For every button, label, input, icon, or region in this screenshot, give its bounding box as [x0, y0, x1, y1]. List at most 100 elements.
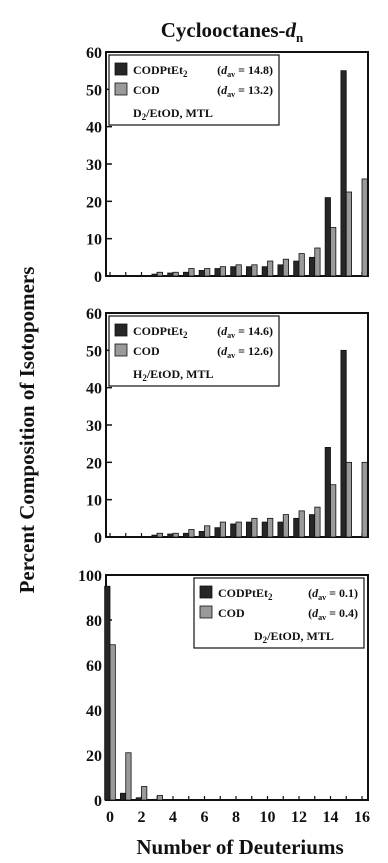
legend-swatch	[114, 62, 128, 76]
y-tick-label: 10	[86, 232, 102, 249]
bar-cod	[330, 227, 337, 277]
bar-codptet2	[167, 272, 174, 277]
bar-cod	[330, 484, 337, 538]
bar-codptet2	[277, 521, 284, 538]
bar-cod	[204, 525, 211, 538]
legend-swatch	[114, 323, 128, 337]
x-tick-label: 12	[291, 809, 307, 826]
bar-codptet2	[293, 517, 300, 538]
y-tick-label: 30	[86, 157, 102, 174]
x-tick-label: 16	[354, 809, 370, 826]
bar-cod	[345, 191, 353, 277]
legend-value: (dav = 14.8)	[217, 63, 273, 79]
bar-cod	[298, 510, 305, 538]
bar-codptet2	[214, 527, 221, 538]
y-tick-label: 40	[86, 381, 102, 398]
bar-cod	[314, 506, 321, 538]
bar-codptet2	[198, 269, 205, 277]
bar-codptet2	[277, 264, 284, 277]
bar-cod	[172, 271, 179, 277]
bar-cod	[204, 268, 211, 277]
y-tick-label: 10	[86, 493, 102, 510]
legend-swatch	[199, 605, 213, 619]
x-tick-label: 0	[106, 809, 114, 826]
bar-codptet2	[324, 197, 331, 277]
bar-codptet2	[261, 521, 268, 538]
legend-label: COD	[133, 83, 160, 97]
y-tick-label: 40	[86, 120, 102, 137]
legend-label: CODPtEt2	[218, 586, 273, 602]
legend-value: (dav = 0.1)	[308, 586, 358, 602]
bar-codptet2	[308, 514, 316, 538]
x-axis-label: Number of Deuteriums	[136, 835, 343, 859]
y-tick-label: 50	[86, 82, 102, 99]
legend-note: D2/EtOD, MTL	[254, 629, 334, 645]
legend: CODPtEt2 (dav = 0.1) COD (dav = 0.4) D2/EtOD…	[193, 577, 365, 649]
y-tick-label: 0	[94, 793, 102, 810]
bar-cod	[251, 517, 258, 538]
legend-note: H2/EtOD, MTL	[133, 367, 214, 383]
x-tick-label: 14	[323, 809, 339, 826]
bar-codptet2	[245, 521, 253, 538]
legend: CODPtEt2 (dav = 14.6) COD (dav = 12.6)H2/Et…	[108, 315, 280, 387]
panel-1: 0 10 20 30 40 50 60 CODPtEt2 (dav = 14.8) COD (dav…	[86, 45, 369, 286]
bar-cod	[314, 247, 321, 277]
bar-cod	[172, 532, 179, 538]
bar-cod	[235, 264, 242, 277]
y-tick-label: 100	[78, 568, 102, 585]
legend-label: CODPtEt2	[133, 63, 188, 79]
bar-codptet2	[182, 532, 190, 538]
bar-cod	[361, 178, 368, 277]
bar-cod	[219, 521, 227, 538]
bar-codptet2	[104, 585, 111, 801]
bar-cod	[267, 517, 274, 538]
y-tick-label: 50	[86, 343, 102, 360]
bar-codptet2	[151, 534, 158, 538]
legend-value: (dav = 14.6)	[217, 324, 273, 340]
bar-codptet2	[293, 260, 300, 277]
legend-box	[108, 315, 280, 387]
legend-value: (dav = 12.6)	[217, 344, 273, 360]
bar-cod	[219, 266, 227, 277]
y-tick-label: 80	[86, 613, 102, 630]
x-tick-label: 6	[201, 809, 209, 826]
panel-3: 0 20 40 60 80 100 0 2 4 6 8 10 12 14 16 CODPtEt2 (dav = …	[78, 568, 370, 826]
bar-codptet2	[230, 523, 237, 538]
legend-label: COD	[218, 606, 245, 620]
legend-swatch	[199, 585, 213, 599]
legend-swatch	[114, 82, 128, 96]
chart-title: Cyclooctanes-dn	[161, 18, 304, 45]
legend-box	[108, 54, 280, 126]
bar-cod	[235, 521, 242, 538]
bar-codptet2	[119, 792, 127, 801]
bar-codptet2	[214, 268, 221, 277]
x-tick-label: 4	[169, 809, 177, 826]
bar-codptet2	[261, 266, 268, 277]
bar-cod	[282, 514, 290, 538]
bar-cod	[156, 795, 164, 801]
legend-box	[193, 577, 365, 649]
bar-cod	[188, 529, 195, 538]
legend-value: (dav = 0.4)	[308, 606, 358, 622]
bar-cod	[156, 532, 164, 538]
bar-cod	[282, 258, 290, 277]
x-tick-label: 8	[232, 809, 240, 826]
bar-cod	[361, 461, 368, 538]
bar-codptet2	[324, 446, 331, 538]
legend-value: (dav = 13.2)	[217, 83, 273, 99]
y-tick-label: 60	[86, 658, 102, 675]
y-tick-label: 20	[86, 194, 102, 211]
y-axis-label: Percent Composition of Isotopomers	[15, 267, 39, 594]
y-tick-label: 60	[86, 45, 102, 62]
legend-note: D2/EtOD, MTL	[133, 106, 213, 122]
bar-cod	[141, 786, 148, 801]
bar-cod	[125, 752, 132, 801]
x-tick-label: 2	[138, 809, 146, 826]
y-tick-label: 0	[94, 269, 102, 286]
bar-codptet2	[340, 349, 347, 538]
bar-codptet2	[135, 797, 142, 801]
bar-codptet2	[245, 266, 253, 277]
legend-label: CODPtEt2	[133, 324, 188, 340]
